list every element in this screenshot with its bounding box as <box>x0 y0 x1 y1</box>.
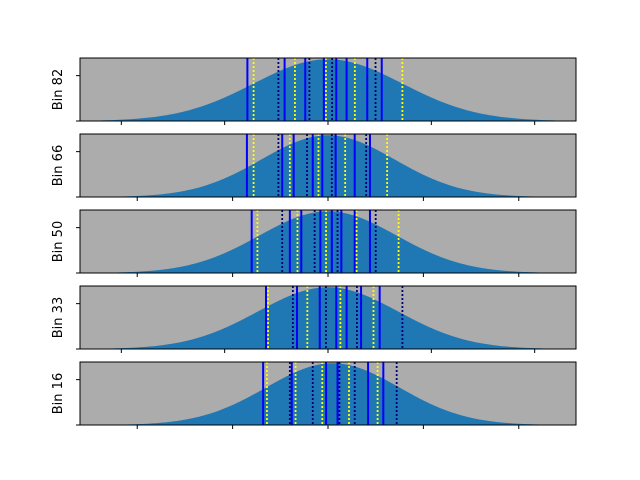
y-axis-label: Bin 82 <box>51 69 66 110</box>
density-area <box>80 287 576 349</box>
density-area <box>80 59 576 121</box>
y-axis-label: Bin 50 <box>51 221 66 262</box>
density-area <box>80 135 576 197</box>
panel-1: Bin 82 <box>51 57 577 125</box>
y-axis-label: Bin 16 <box>51 373 66 414</box>
density-area <box>80 211 576 273</box>
panel-3: Bin 50 <box>51 209 577 277</box>
density-area <box>80 363 576 425</box>
panel-4: Bin 33 <box>51 285 577 353</box>
y-axis-label: Bin 33 <box>51 297 66 338</box>
y-axis-label: Bin 66 <box>51 145 66 186</box>
panel-5: Bin 16 <box>51 361 577 429</box>
panel-2: Bin 66 <box>51 133 577 201</box>
